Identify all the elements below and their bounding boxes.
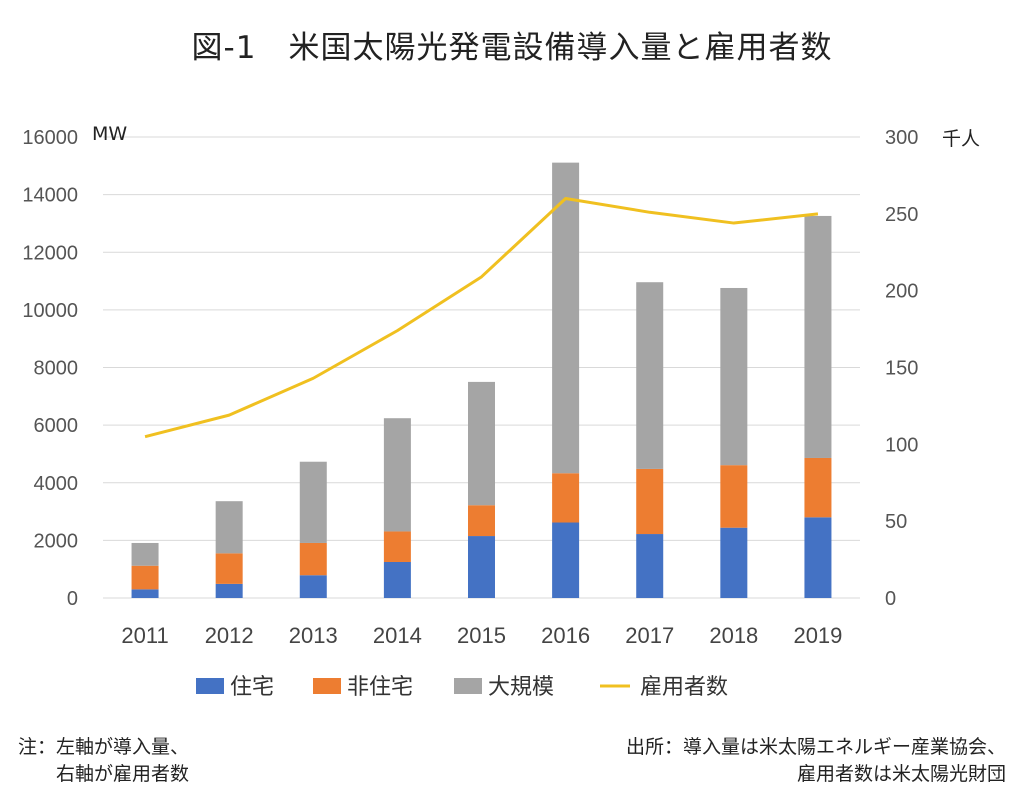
- y-right-tick-label: 150: [885, 358, 918, 380]
- bar-non-residential: [299, 542, 327, 576]
- chart-title: 図-1 米国太陽光発電設備導入量と雇用者数: [191, 30, 833, 66]
- bar-non-residential: [468, 505, 495, 537]
- bar-utility: [552, 162, 580, 474]
- bar-utility: [383, 418, 411, 532]
- x-tick-label: 2019: [793, 623, 842, 648]
- x-tick-label: 2016: [541, 623, 590, 648]
- bar-non-residential: [215, 553, 243, 584]
- bar-residential: [720, 527, 748, 598]
- bar-utility: [215, 501, 243, 554]
- x-tick-label: 2017: [625, 623, 674, 648]
- x-tick-label: 2013: [289, 623, 338, 648]
- note-source-line-1: 出所：導入量は米太陽エネルギー産業協会、: [625, 736, 1006, 758]
- legend-label: 住宅: [230, 675, 274, 700]
- note-left-line-2: 右軸が雇用者数: [18, 763, 190, 785]
- y-left-tick-label: 8000: [34, 358, 79, 380]
- bar-utility: [468, 381, 495, 506]
- line-employment: [144, 196, 819, 439]
- bar-non-residential: [720, 465, 748, 528]
- y-right-tick-label: 100: [885, 434, 918, 456]
- y-left-tick-label: 16000: [22, 127, 78, 149]
- y-left-tick-label: 14000: [22, 185, 78, 207]
- y-left-tick-label: 6000: [34, 415, 79, 437]
- x-tick-label: 2011: [121, 623, 168, 648]
- x-tick-label: 2014: [373, 623, 422, 648]
- bar-residential: [804, 517, 832, 598]
- y-right-tick-label: 200: [885, 281, 918, 303]
- legend-label: 大規模: [488, 675, 554, 700]
- x-tick-label: 2018: [709, 623, 758, 648]
- bar-utility: [804, 215, 832, 458]
- legend-swatch: [454, 678, 482, 694]
- bar-residential: [215, 583, 243, 598]
- bar-non-residential: [383, 531, 411, 562]
- y-left-tick-label: 2000: [34, 530, 79, 552]
- note-left: 注：左軸が導入量、 右軸が雇用者数: [18, 734, 189, 788]
- bar-non-residential: [636, 468, 664, 535]
- bar-utility: [720, 287, 748, 466]
- y-right-unit: 千人: [942, 128, 980, 150]
- y-left-tick-label: 0: [67, 588, 78, 610]
- bar-residential: [299, 575, 327, 598]
- y-left-tick-label: 10000: [22, 300, 78, 322]
- bar-non-residential: [804, 457, 832, 518]
- y-right-tick-label: 0: [885, 588, 896, 610]
- bar-residential: [383, 561, 411, 598]
- y-right-tick-label: 50: [885, 511, 907, 533]
- x-tick-label: 2015: [457, 623, 506, 648]
- note-source: 出所：導入量は米太陽エネルギー産業協会、 雇用者数は米太陽光財団: [626, 734, 1006, 788]
- note-left-line-1: 注：左軸が導入量、: [18, 736, 190, 758]
- bar-non-residential: [131, 565, 159, 590]
- legend-label: 雇用者数: [640, 675, 728, 700]
- bar-residential: [131, 589, 159, 598]
- bar-residential: [552, 522, 580, 598]
- y-right-tick-label: 300: [885, 127, 918, 149]
- y-left-unit: MW: [92, 123, 127, 145]
- legend-swatch: [313, 678, 341, 694]
- y-left-tick-label: 4000: [34, 473, 79, 495]
- bar-utility: [636, 282, 664, 469]
- bar-non-residential: [552, 473, 580, 523]
- x-tick-label: 2012: [205, 623, 254, 648]
- legend-label: 非住宅: [347, 675, 413, 700]
- bar-residential: [468, 536, 495, 598]
- bar-utility: [299, 461, 327, 543]
- note-source-line-2: 雇用者数は米太陽光財団: [796, 763, 1006, 785]
- bar-utility: [131, 542, 159, 566]
- legend-swatch: [196, 678, 224, 694]
- y-right-tick-label: 250: [885, 204, 918, 226]
- bar-residential: [636, 534, 664, 598]
- y-left-tick-label: 12000: [22, 242, 78, 264]
